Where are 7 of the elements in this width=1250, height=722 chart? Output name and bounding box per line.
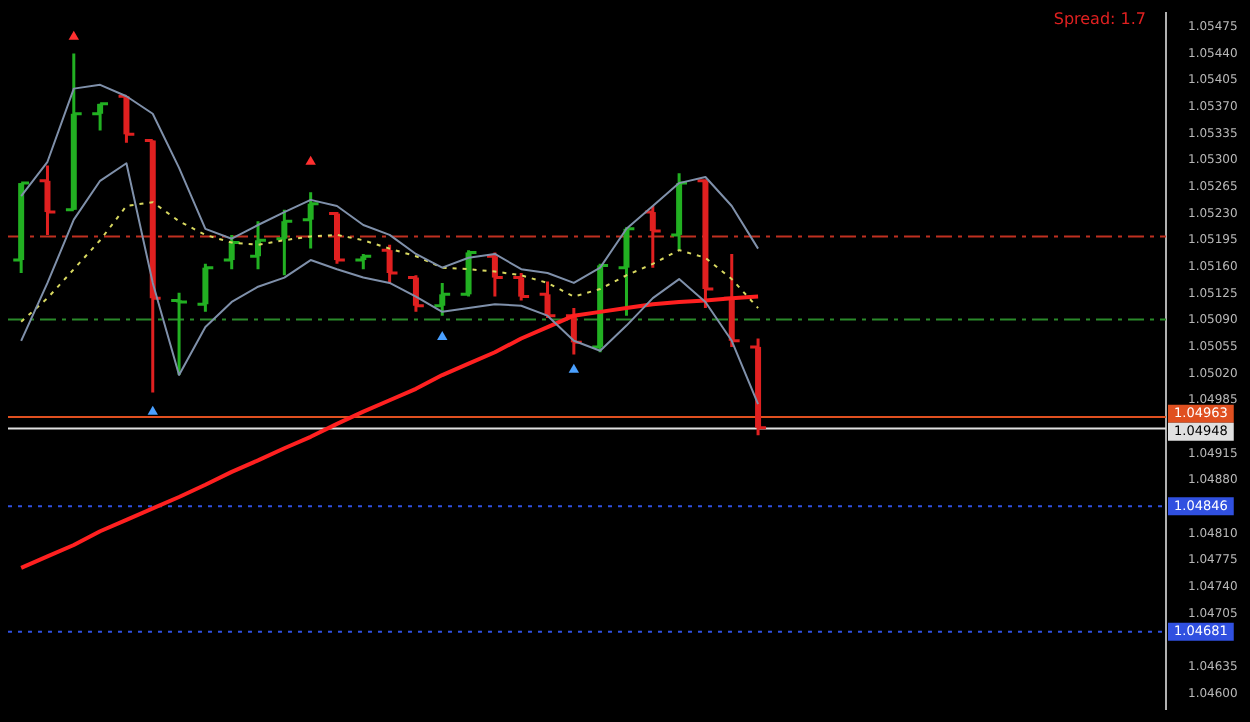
point xyxy=(568,363,580,373)
point xyxy=(68,30,79,40)
annotation: Spread: 1.7 xyxy=(1053,10,1146,29)
point xyxy=(305,155,316,165)
point xyxy=(437,331,448,340)
point xyxy=(147,405,158,415)
line-series xyxy=(20,201,760,323)
